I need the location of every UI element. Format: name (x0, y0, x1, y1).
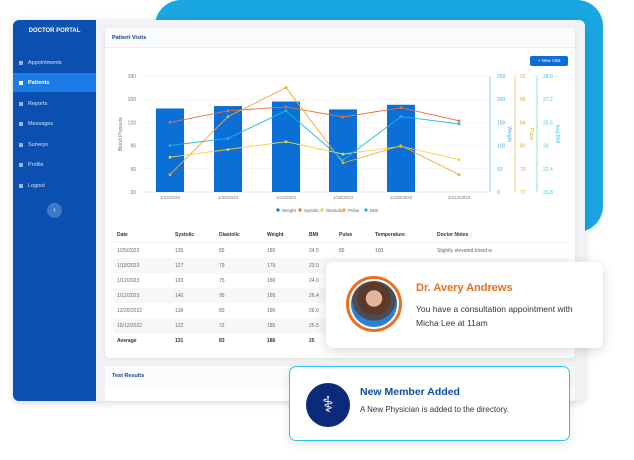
cell: 95 (219, 292, 225, 299)
app-title: DOCTOR PORTAL (28, 28, 81, 34)
label: Surveys (28, 141, 48, 148)
users-icon (19, 80, 23, 85)
cell: 120 (175, 277, 184, 284)
cell: 1/25/2023 (117, 247, 140, 254)
sidebar-item-messages[interactable]: Messages (13, 114, 96, 133)
cell: 1/12/2023 (117, 292, 140, 299)
cell: 25.5 (309, 322, 319, 329)
cell: 100 (375, 247, 384, 254)
cell: 131 (175, 337, 184, 344)
user-icon (19, 162, 23, 167)
cell: 127 (175, 262, 184, 269)
cell: 72 (219, 322, 225, 329)
cell: 122 (175, 322, 184, 329)
cell: Temperature (375, 232, 405, 238)
doctor-name: Dr. Avery Andrews (416, 282, 513, 294)
cell: Date (117, 232, 128, 238)
sidebar-item-reports[interactable]: Reports (13, 94, 96, 113)
cell: 180 (267, 277, 276, 284)
cell: 75 (219, 277, 225, 284)
cell: 83 (219, 337, 225, 344)
mail-icon (19, 121, 23, 126)
cell: 139 (175, 307, 184, 314)
cell: 89 (219, 307, 225, 314)
cell: 185 (267, 322, 276, 329)
cell: Diastolic (219, 232, 240, 238)
doctor-avatar (346, 276, 402, 332)
table-row: 12/20/2022 139 89 190 26.0 (113, 303, 568, 318)
cell: Systolic (175, 232, 195, 238)
cell: 185 (267, 247, 276, 254)
sidebar-item-appointments[interactable]: Appointments (13, 53, 96, 72)
cell: 140 (175, 292, 184, 299)
cell: 85 (219, 247, 225, 254)
cell: 26.4 (309, 292, 319, 299)
cell: Average (117, 337, 137, 344)
label: Reports (28, 100, 48, 107)
doctor-icon: ⚕ (306, 383, 350, 427)
sidebar: DOCTOR PORTAL Appointments Patients Repo… (13, 20, 96, 401)
cell: 23.0 (309, 262, 319, 269)
cell: 186 (267, 337, 276, 344)
cell: 12/20/2022 (117, 307, 143, 314)
label: Profile (28, 161, 44, 168)
cell: 26.0 (309, 307, 319, 314)
table-header: Date Systolic Diastolic Weight BMI Pulse Tempe… (113, 228, 568, 243)
cell: 190 (267, 307, 276, 314)
cell: Slightly elevated blood w (437, 247, 493, 254)
sidebar-item-profile[interactable]: Profile (13, 155, 96, 174)
survey-icon (19, 142, 23, 147)
report-icon (19, 101, 23, 106)
label: Messages (28, 120, 54, 127)
cell: 79 (219, 262, 225, 269)
calendar-icon (19, 60, 23, 65)
cell: Pulse (339, 232, 353, 238)
cell: 24.5 (309, 247, 319, 254)
cell: 1/18/2023 (117, 262, 140, 269)
new-member-notification[interactable]: ⚕ New Member Added A New Physician is ad… (289, 366, 570, 441)
cell: 24.0 (309, 277, 319, 284)
cell: Doctor Notes (437, 232, 469, 238)
notification-message: You have a consultation appointment with… (416, 304, 573, 328)
cell: 179 (267, 262, 276, 269)
cell: BMI (309, 232, 319, 238)
label: Appointments (28, 59, 62, 66)
table-row: 1/25/2023 135 85 185 24.5 85 100 Slightly eleva… (113, 243, 568, 258)
cell: 85 (339, 247, 345, 254)
label: Logout (28, 182, 45, 189)
cell: 25 (309, 337, 315, 344)
collapse-sidebar-button[interactable]: ‹ (47, 203, 62, 218)
cell: 1/12/2023 (117, 277, 140, 284)
cell: 135 (175, 247, 184, 254)
notification-title: New Member Added (360, 386, 460, 398)
table-row: 1/12/2023 120 75 180 24.0 (113, 273, 568, 288)
logout-icon (19, 183, 23, 188)
notification-message: A New Physician is added to the director… (360, 405, 509, 414)
cell: 195 (267, 292, 276, 299)
appointment-notification[interactable]: Dr. Avery Andrews You have a consultatio… (326, 262, 603, 348)
cell: Weight (267, 232, 284, 238)
cell: 10/12/2022 (117, 322, 143, 329)
card-title: Patient Visits (105, 28, 575, 48)
sidebar-item-patients[interactable]: Patients (13, 73, 96, 92)
sidebar-item-surveys[interactable]: Surveys (13, 135, 96, 154)
new-visit-button[interactable]: + New Visit (530, 56, 568, 66)
sidebar-item-logout[interactable]: Logout (13, 176, 96, 195)
label: Patients (28, 79, 50, 86)
